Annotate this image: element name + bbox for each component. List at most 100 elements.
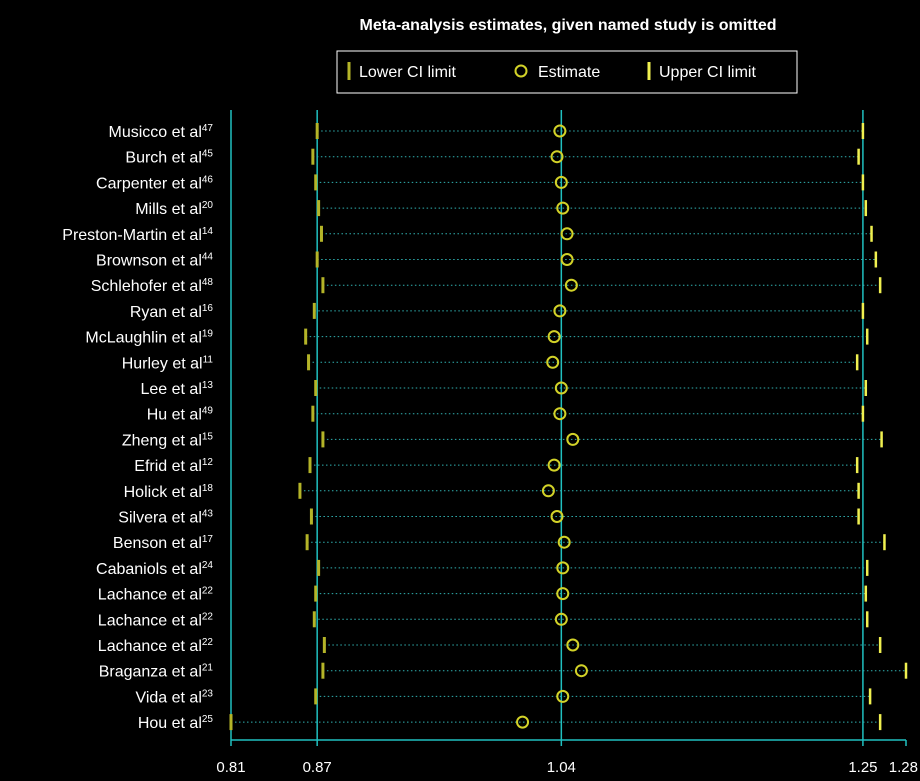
study-name: Lachance et al bbox=[98, 638, 202, 655]
study-label-6: Schlehofer et al48 bbox=[91, 277, 214, 295]
estimate-marker-18 bbox=[556, 587, 570, 601]
study-label-8: McLaughlin et al19 bbox=[85, 329, 213, 347]
estimate-marker-10 bbox=[554, 381, 568, 395]
x-tick-label-4: 1.28 bbox=[889, 759, 918, 776]
study-label-13: Efrid et al12 bbox=[134, 457, 213, 475]
estimate-marker-4 bbox=[560, 227, 574, 241]
estimate-marker-8 bbox=[547, 330, 561, 344]
study-name: Vida et al bbox=[135, 689, 201, 706]
study-label-3: Mills et al20 bbox=[135, 200, 213, 218]
study-label-18: Lachance et al22 bbox=[98, 586, 214, 604]
study-label-7: Ryan et al16 bbox=[130, 303, 214, 321]
study-reference: 49 bbox=[202, 406, 214, 417]
study-name: Hurley et al bbox=[122, 355, 203, 372]
estimate-marker-0 bbox=[553, 124, 567, 138]
study-name: Musicco et al bbox=[109, 124, 202, 141]
study-label-12: Zheng et al15 bbox=[122, 431, 214, 449]
study-name: Brownson et al bbox=[96, 253, 202, 270]
study-name: Preston-Martin et al bbox=[62, 227, 202, 244]
study-reference: 21 bbox=[202, 663, 214, 674]
study-name: Lachance et al bbox=[98, 612, 202, 629]
study-reference: 43 bbox=[202, 509, 214, 520]
estimate-marker-7 bbox=[553, 304, 567, 318]
study-label-15: Silvera et al43 bbox=[118, 509, 213, 527]
study-reference: 22 bbox=[202, 586, 214, 597]
estimate-marker-22 bbox=[556, 689, 570, 703]
study-label-20: Lachance et al22 bbox=[98, 637, 214, 655]
estimate-marker-20 bbox=[566, 638, 580, 652]
study-label-2: Carpenter et al46 bbox=[96, 174, 213, 192]
study-label-21: Braganza et al21 bbox=[99, 663, 214, 681]
x-tick-label-3: 1.25 bbox=[848, 759, 877, 776]
estimate-marker-11 bbox=[553, 407, 567, 421]
study-name: Hu et al bbox=[147, 407, 202, 424]
study-name: Silvera et al bbox=[118, 510, 202, 527]
estimate-marker-3 bbox=[556, 201, 570, 215]
study-name: Hou et al bbox=[138, 715, 202, 732]
legend: Lower CI limit Estimate Upper CI limit bbox=[336, 50, 798, 94]
x-tick-label-2: 1.04 bbox=[547, 759, 576, 776]
study-label-22: Vida et al23 bbox=[135, 688, 213, 706]
study-label-5: Brownson et al44 bbox=[96, 252, 213, 270]
estimate-marker-21 bbox=[574, 664, 588, 678]
estimate-marker-2 bbox=[554, 175, 568, 189]
estimate-marker-6 bbox=[564, 278, 578, 292]
plot-area: 0.81 0.87 1.04 1.25 1.28 Musicco et al47 Burch… bbox=[62, 110, 918, 776]
study-name: Zheng et al bbox=[122, 432, 202, 449]
study-label-11: Hu et al49 bbox=[147, 406, 214, 424]
estimate-marker-13 bbox=[547, 458, 561, 472]
legend-box bbox=[336, 50, 798, 94]
study-reference: 24 bbox=[202, 560, 214, 571]
study-label-1: Burch et al45 bbox=[125, 149, 213, 167]
study-reference: 18 bbox=[202, 483, 214, 494]
study-reference: 45 bbox=[202, 149, 214, 160]
study-label-17: Cabaniols et al24 bbox=[96, 560, 213, 578]
study-reference: 19 bbox=[202, 329, 214, 340]
estimate-marker-5 bbox=[560, 253, 574, 266]
estimate-marker-23 bbox=[516, 715, 530, 729]
estimate-marker-16 bbox=[557, 535, 571, 549]
study-reference: 20 bbox=[202, 200, 214, 211]
study-label-0: Musicco et al47 bbox=[109, 123, 214, 141]
study-label-10: Lee et al13 bbox=[140, 380, 213, 398]
study-name: Braganza et al bbox=[99, 664, 202, 681]
study-name: Lee et al bbox=[140, 381, 201, 398]
estimate-marker-12 bbox=[566, 432, 580, 446]
estimate-marker-15 bbox=[550, 510, 564, 523]
estimate-marker-1 bbox=[550, 150, 564, 164]
chart-title: Meta-analysis estimates, given named stu… bbox=[359, 17, 776, 34]
study-reference: 16 bbox=[202, 303, 214, 314]
study-name: Benson et al bbox=[113, 535, 202, 552]
study-reference: 11 bbox=[203, 354, 214, 365]
legend-upper-label: Upper CI limit bbox=[659, 64, 756, 81]
estimate-marker-14 bbox=[541, 484, 555, 498]
legend-lower-label: Lower CI limit bbox=[359, 64, 456, 81]
study-name: McLaughlin et al bbox=[85, 330, 202, 347]
study-name: Holick et al bbox=[124, 484, 202, 501]
study-reference: 23 bbox=[202, 688, 214, 699]
study-name: Cabaniols et al bbox=[96, 561, 202, 578]
study-reference: 47 bbox=[202, 123, 214, 134]
x-tick-label-0: 0.81 bbox=[216, 759, 245, 776]
study-name: Carpenter et al bbox=[96, 175, 202, 192]
study-reference: 46 bbox=[202, 174, 214, 185]
study-name: Ryan et al bbox=[130, 304, 202, 321]
estimate-marker-9 bbox=[546, 355, 560, 369]
study-label-16: Benson et al17 bbox=[113, 534, 214, 552]
study-name: Efrid et al bbox=[134, 458, 202, 475]
study-reference: 22 bbox=[202, 611, 214, 622]
study-label-9: Hurley et al11 bbox=[122, 354, 214, 372]
x-tick-label-1: 0.87 bbox=[303, 759, 332, 776]
study-name: Lachance et al bbox=[98, 587, 202, 604]
study-name: Burch et al bbox=[125, 150, 201, 167]
study-name: Schlehofer et al bbox=[91, 278, 202, 295]
study-reference: 15 bbox=[202, 431, 214, 442]
study-reference: 22 bbox=[202, 637, 214, 648]
study-name: Mills et al bbox=[135, 201, 202, 218]
study-label-19: Lachance et al22 bbox=[98, 611, 214, 629]
estimate-marker-17 bbox=[556, 561, 570, 575]
study-reference: 12 bbox=[202, 457, 214, 468]
study-reference: 13 bbox=[202, 380, 214, 391]
study-label-23: Hou et al25 bbox=[138, 714, 214, 732]
